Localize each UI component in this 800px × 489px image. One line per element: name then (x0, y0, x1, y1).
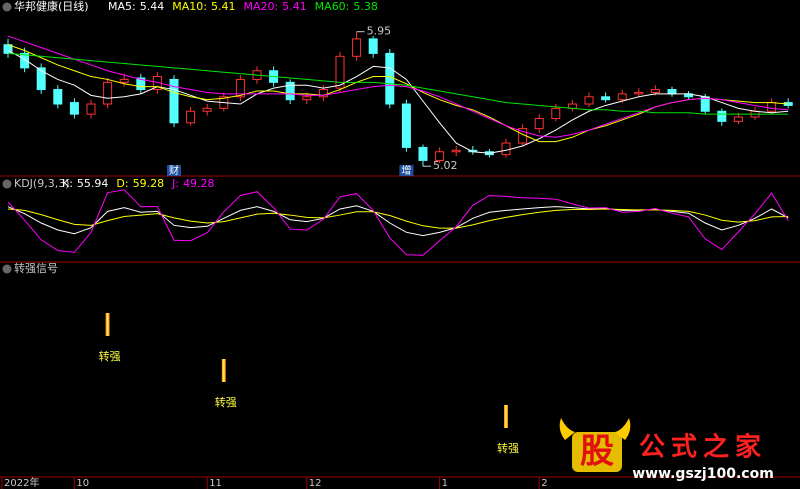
legend-label: D: (116, 177, 128, 190)
candle-body (119, 78, 129, 83)
candle-body (103, 81, 113, 105)
logo-horns (559, 418, 631, 440)
signal-label: 转强 (99, 349, 121, 363)
candle-body (86, 103, 96, 115)
x-tick-label: 1 (442, 478, 448, 489)
legend-label: J: (171, 177, 179, 190)
signal-title: 转强信号 (14, 261, 58, 275)
candle-body (136, 77, 146, 91)
candle-body (285, 81, 295, 101)
legend-value: 5.38 (353, 0, 378, 13)
legend-label: MA10: (172, 0, 207, 13)
legend-label: MA60: (315, 0, 350, 13)
event-marker (167, 165, 181, 176)
candle-body (335, 55, 345, 89)
x-tick-label: 2 (541, 478, 547, 489)
candle-body (318, 89, 328, 98)
signal-label: 转强 (215, 395, 237, 409)
candle-body (53, 89, 63, 105)
watermark-name: 公式之家 (639, 432, 767, 463)
candle-body (418, 146, 428, 161)
candle-body (352, 38, 362, 57)
candle-body (435, 151, 445, 161)
event-marker (399, 165, 414, 176)
legend-label: MA20: (243, 0, 278, 13)
event-label: 财 (169, 164, 179, 177)
legend-value: 59.28 (133, 177, 165, 190)
x-tick-label: 11 (209, 478, 222, 489)
watermark-url: www.gszj100.com (632, 466, 774, 482)
candle-body (401, 103, 411, 148)
candle-body (302, 96, 312, 101)
signal-bar (504, 405, 508, 428)
panel-icon (2, 264, 12, 274)
candle-body (584, 96, 594, 105)
legend-label: K: (62, 177, 73, 190)
candle-body (451, 149, 461, 153)
ma-line (7, 50, 789, 154)
candle-body (534, 117, 544, 130)
legend-value: 5.41 (211, 0, 236, 13)
legend-label: MA5: (108, 0, 136, 13)
ma-line (7, 52, 789, 115)
candle-body (634, 91, 644, 95)
candle-body (36, 67, 46, 91)
candle-body (667, 89, 677, 95)
candle-body (617, 93, 627, 101)
logo-text: 股 (580, 432, 614, 472)
candle-body (368, 38, 378, 54)
candle-body (235, 78, 245, 98)
kdj-title: KDJ(9,3,3) (14, 177, 70, 190)
signal-bar (221, 359, 226, 382)
stock-title: 华邦健康(日线) (14, 0, 89, 13)
panel-icon (2, 179, 12, 189)
candle-body (767, 102, 777, 112)
kdj-line (7, 189, 789, 256)
signal-bar (105, 313, 110, 336)
legend-value: 49.28 (183, 177, 215, 190)
x-tick-label: 10 (76, 478, 89, 489)
candle-body (717, 110, 727, 122)
candle-body (20, 52, 30, 69)
legend-value: 55.94 (77, 177, 109, 190)
candle-body (69, 102, 79, 115)
x-tick-label: 12 (309, 478, 322, 489)
legend-value: 5.41 (282, 0, 307, 13)
candle-body (202, 107, 212, 112)
logo-bg (572, 432, 622, 472)
x-tick-label: 2022年 (4, 476, 39, 489)
candle-body (501, 142, 511, 156)
kdj-line (7, 208, 789, 229)
legend-value: 5.44 (140, 0, 165, 13)
candle-body (169, 78, 179, 124)
low-annotation: 5.02 (433, 159, 458, 172)
candle-body (601, 96, 611, 101)
candle-body (733, 116, 743, 122)
signal-label: 转强 (497, 441, 519, 455)
candle-body (551, 107, 561, 119)
candle-body (385, 52, 395, 105)
candle-body (186, 110, 196, 124)
ma-line (7, 35, 789, 138)
candle-body (650, 89, 660, 93)
event-label: 增 (401, 164, 411, 177)
panel-icon (2, 2, 12, 12)
high-annotation: 5.95 (367, 25, 392, 38)
